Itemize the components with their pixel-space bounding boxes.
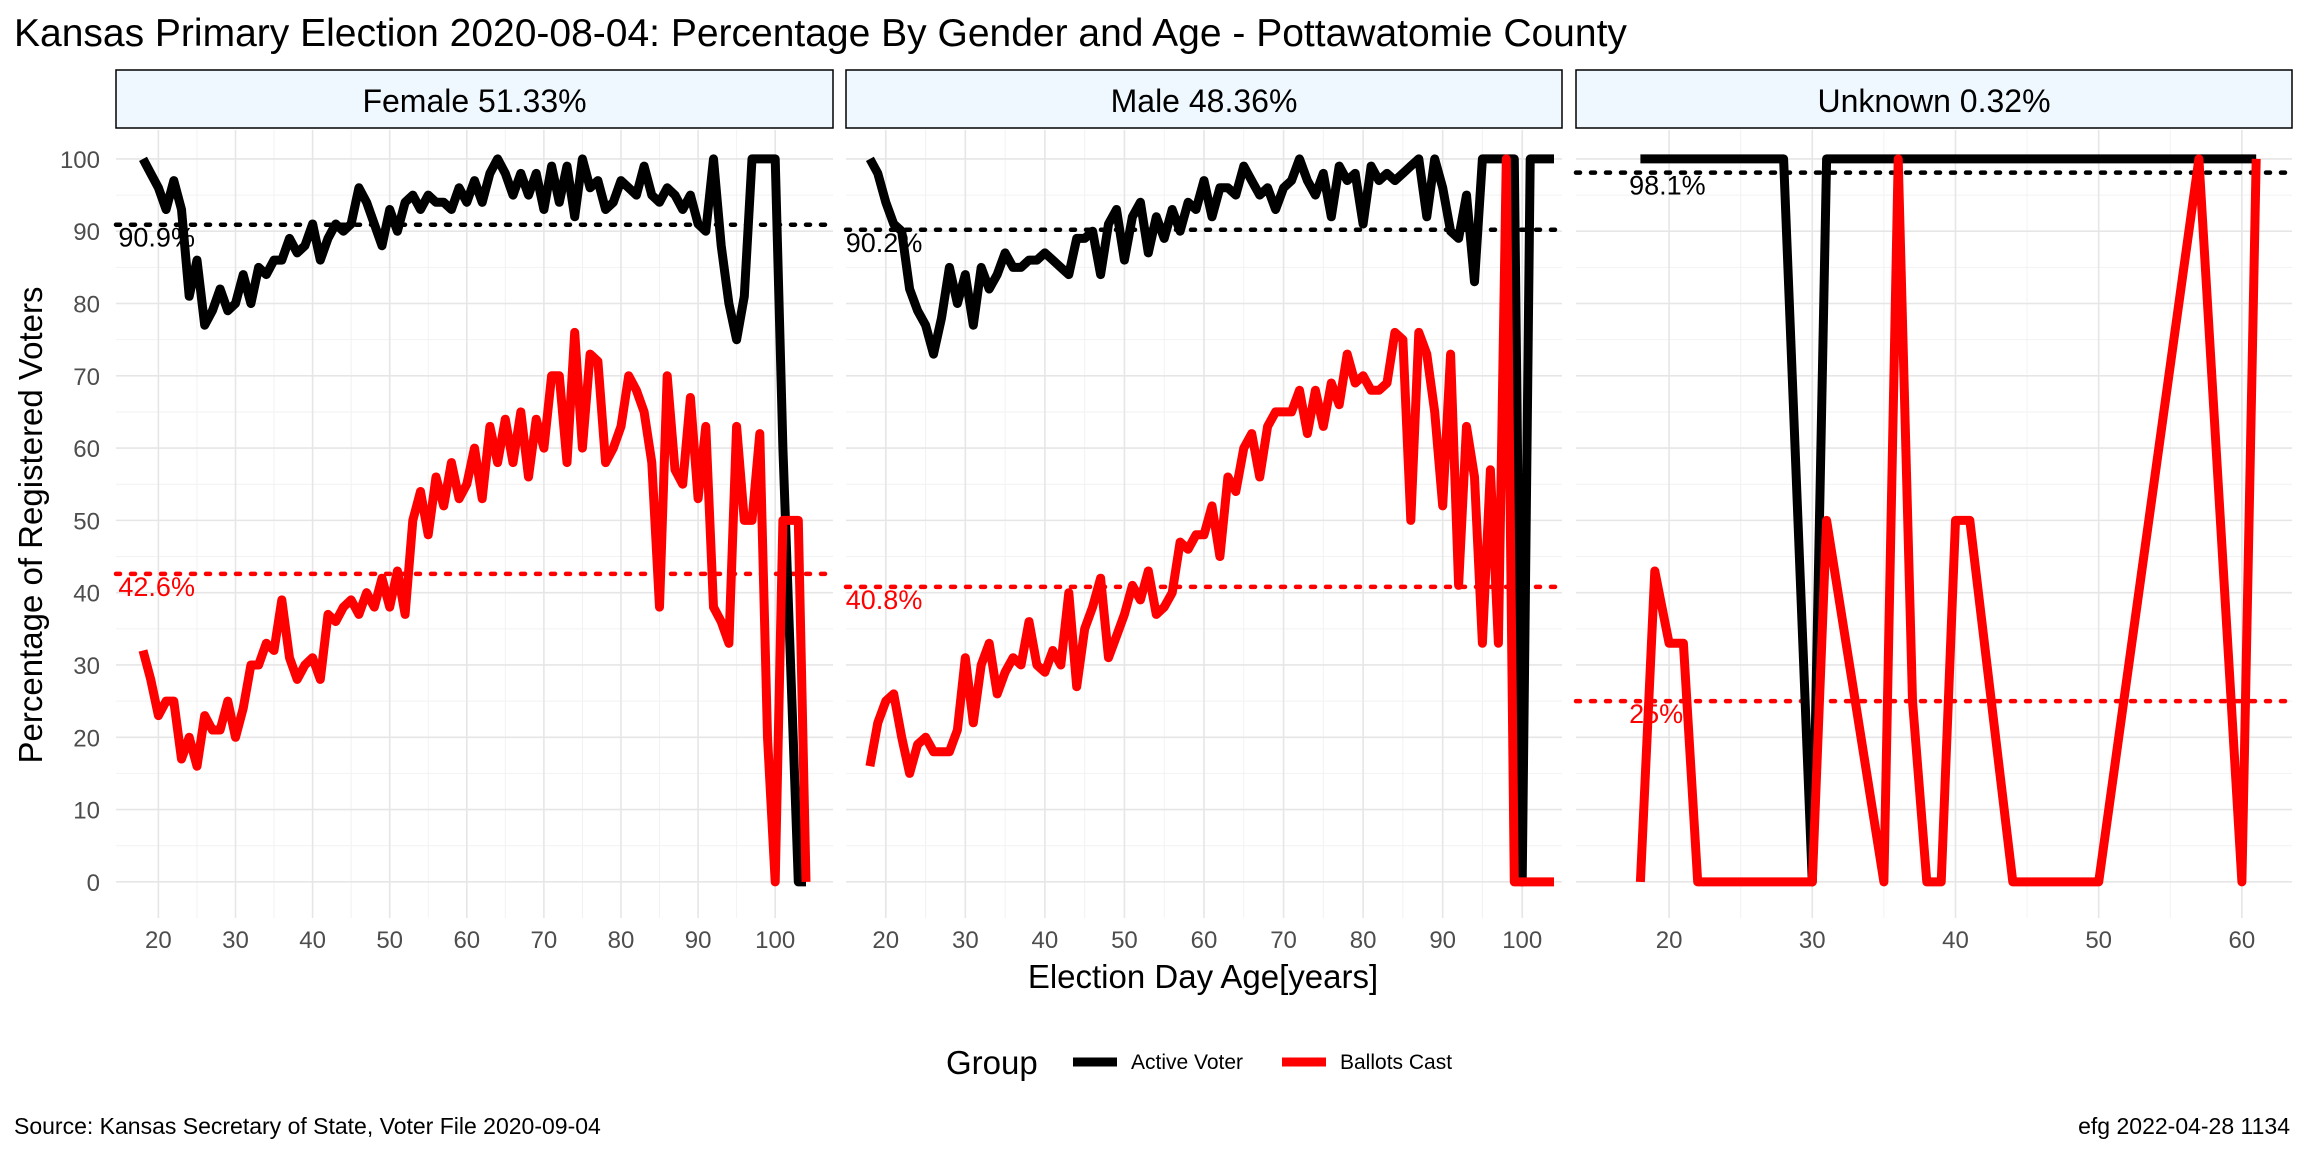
x-tick-label: 20 [145,927,172,954]
series-line-active-voter [139,154,806,887]
y-tick-label: 100 [60,147,100,174]
facet-strip [115,69,834,129]
y-tick-label: 20 [73,725,100,752]
y-tick-label: 10 [73,798,100,825]
x-tick-label: 60 [453,927,480,954]
x-axis-label: Election Day Age[years] [1028,958,1378,995]
reference-label-ballots-cast: 25% [1629,699,1683,729]
x-tick-label: 90 [1429,927,1456,954]
legend-label-active-voter: Active Voter [1131,1051,1243,1074]
x-tick-label: 50 [376,927,403,954]
x-tick-label: 80 [1350,927,1377,954]
series-line-ballots-cast [865,154,1554,887]
series-line-ballots-cast [1635,154,2261,887]
x-tick-label: 80 [608,927,635,954]
panel-1: Female 51.33% 0 10 20 30 40 50 60 70 80 90 100 20 30 4… [60,69,836,954]
x-tick-label: 70 [1270,927,1297,954]
x-tick-label: 50 [1111,927,1138,954]
y-axis-label: Percentage of Registered Voters [12,287,49,764]
x-tick-label: 40 [1032,927,1059,954]
x-tick-label: 30 [952,927,979,954]
legend-label-ballots-cast: Ballots Cast [1340,1051,1452,1074]
reference-label-active-voter: 90.9% [118,223,195,253]
series-line-active-voter [1640,154,2257,887]
x-tick-label: 100 [1502,927,1542,954]
legend-title: Group [946,1044,1038,1081]
x-tick-label: 40 [299,927,326,954]
series-line-ballots-cast [138,327,811,887]
y-tick-label: 50 [73,508,100,535]
panel-2: Male 48.36% 20 30 40 50 60 70 80 90 100 90.2% 40.8% [843,69,1565,954]
y-tick-label: 80 [73,292,100,319]
y-tick-label: 30 [73,653,100,680]
x-tick-label: 20 [1656,927,1683,954]
y-tick-label: 60 [73,436,100,463]
x-tick-label: 30 [222,927,249,954]
y-tick-label: 0 [87,870,100,897]
reference-label-ballots-cast: 40.8% [846,585,923,615]
x-tick-label: 60 [2229,927,2256,954]
series-line-active-voter [865,154,1554,887]
y-tick-label: 70 [73,364,100,391]
facet-strip-label: Male 48.36% [1111,83,1298,119]
source-caption: Source: Kansas Secretary of State, Voter… [14,1113,601,1139]
x-tick-label: 100 [755,927,795,954]
x-tick-label: 70 [531,927,558,954]
x-tick-label: 40 [1942,927,1969,954]
y-tick-label: 90 [73,219,100,246]
panels: Female 51.33% 0 10 20 30 40 50 60 70 80 90 100 20 30 4… [60,69,2295,954]
chart-title: Kansas Primary Election 2020-08-04: Perc… [14,12,1627,55]
x-tick-label: 20 [872,927,899,954]
reference-label-ballots-cast: 42.6% [118,572,195,602]
reference-label-active-voter: 98.1% [1629,171,1706,201]
signature-caption: efg 2022-04-28 1134 [2078,1113,2290,1139]
facet-strip [845,69,1563,129]
x-tick-label: 90 [685,927,712,954]
legend: Group Active Voter Ballots Cast [946,1044,1452,1081]
facet-strip-label: Unknown 0.32% [1817,83,2050,119]
y-tick-label: 40 [73,581,100,608]
facet-strip-label: Female 51.33% [362,83,586,119]
x-tick-label: 60 [1191,927,1218,954]
x-tick-label: 50 [2085,927,2112,954]
x-tick-label: 30 [1799,927,1826,954]
facet-strip [1575,69,2293,129]
reference-label-active-voter: 90.2% [846,228,923,258]
panel-3: Unknown 0.32% 20 30 40 50 60 98.1% 25% [1573,69,2295,954]
